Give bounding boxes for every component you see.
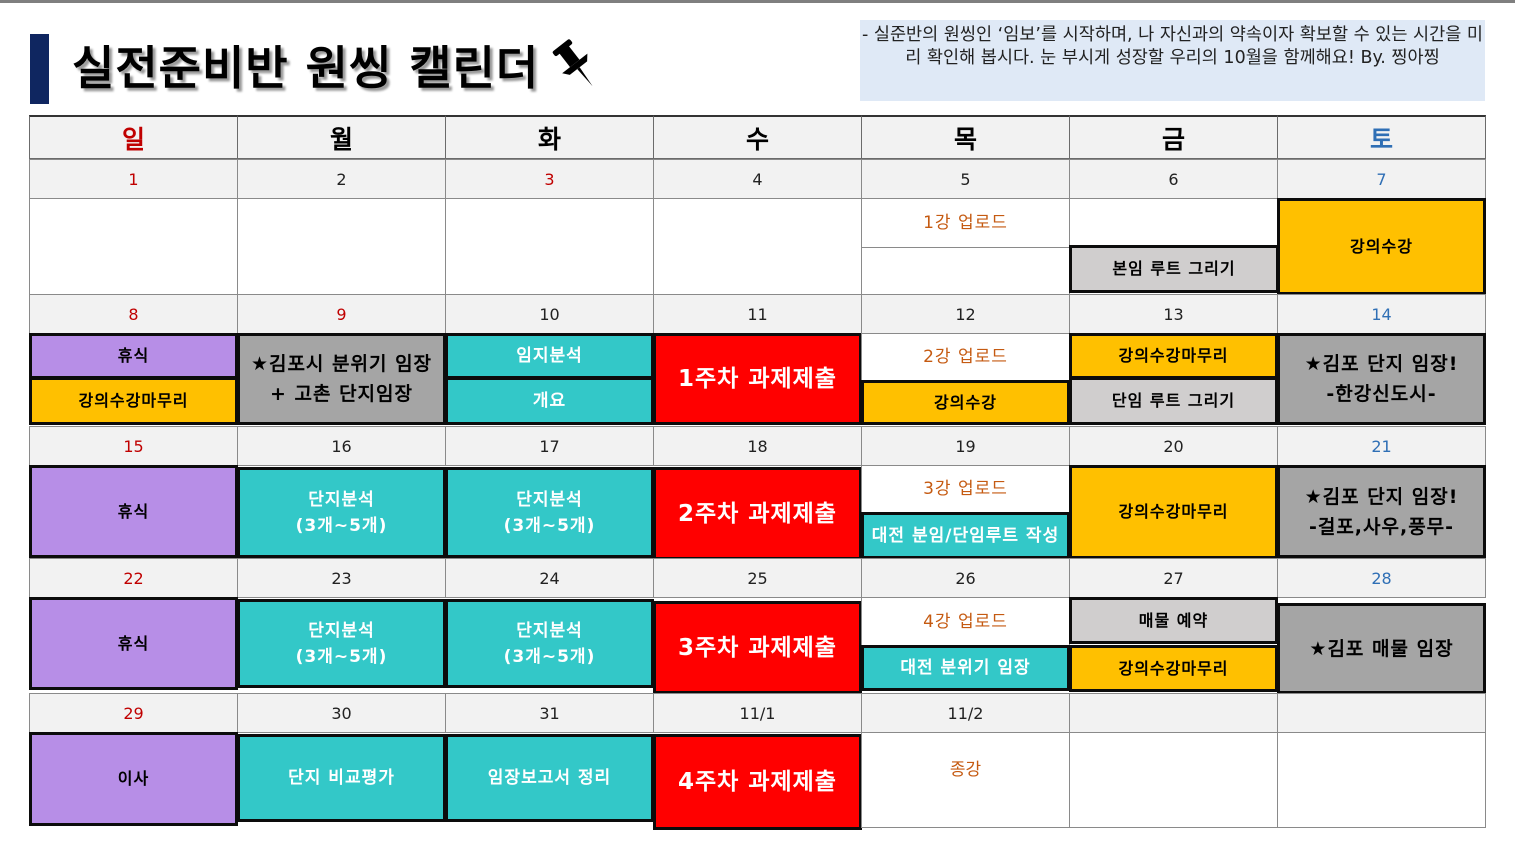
event-report: 임장보고서 정리 xyxy=(445,734,654,822)
weekday-thu: 목 xyxy=(861,115,1070,159)
weekday-fri: 금 xyxy=(1069,115,1278,159)
date-cell: 12 xyxy=(861,294,1070,334)
event-lecture-upload: 4강 업로드 xyxy=(861,597,1070,647)
weekday-tue: 화 xyxy=(445,115,654,159)
event-analysis: 단지분석 (3개~5개) xyxy=(445,467,654,558)
event-rest: 휴식 xyxy=(29,465,238,558)
date-cell: 4 xyxy=(653,159,862,199)
date-cell: 15 xyxy=(29,426,238,466)
date-cell: 7 xyxy=(1277,159,1486,199)
date-cell: 9 xyxy=(237,294,446,334)
event-assignment-deadline: 3주차 과제제출 xyxy=(653,601,862,694)
date-cell: 16 xyxy=(237,426,446,466)
date-cell: 24 xyxy=(445,558,654,598)
date-cell: 11 xyxy=(653,294,862,334)
weekday-sun: 일 xyxy=(29,115,238,159)
event-assignment-deadline: 2주차 과제제출 xyxy=(653,467,862,560)
date-cell: 6 xyxy=(1069,159,1278,199)
event-rest: 휴식 xyxy=(29,333,238,379)
day-cell-empty xyxy=(1069,732,1278,828)
date-cell: 23 xyxy=(237,558,446,598)
event-lecture: 강의수강 xyxy=(1277,198,1486,295)
weekday-sat: 토 xyxy=(1277,115,1486,159)
intro-note: - 실준반의 원씽인 ‘임보’를 시작하며, 나 자신과의 약속이자 확보할 수… xyxy=(860,20,1485,101)
event-neighborhood-visit: 대전 분위기 임장 xyxy=(861,645,1070,691)
date-cell: 13 xyxy=(1069,294,1278,334)
date-cell: 26 xyxy=(861,558,1070,598)
event-route-plan: 대전 분임/단임루트 작성 xyxy=(861,512,1070,559)
event-field-visit: ★김포 매물 임장 xyxy=(1277,603,1486,694)
date-cell: 11/2 xyxy=(861,693,1070,733)
day-cell-empty xyxy=(1277,732,1486,828)
event-lecture-wrapup: 강의수강마무리 xyxy=(1069,645,1278,692)
event-lecture-wrapup: 강의수강마무리 xyxy=(1069,333,1278,379)
event-lecture-wrapup: 강의수강마무리 xyxy=(1069,465,1278,559)
date-cell: 1 xyxy=(29,159,238,199)
event-rest: 휴식 xyxy=(29,597,238,690)
date-cell xyxy=(1277,693,1486,733)
date-cell: 31 xyxy=(445,693,654,733)
event-assignment-deadline: 4주차 과제제출 xyxy=(653,734,862,830)
event-route: 단임 루트 그리기 xyxy=(1069,377,1278,425)
event-lecture: 강의수강 xyxy=(861,380,1070,425)
title-accent-bar xyxy=(30,34,49,104)
weekday-mon: 월 xyxy=(237,115,446,159)
day-cell-empty xyxy=(237,198,446,295)
date-cell: 3 xyxy=(445,159,654,199)
date-cell: 29 xyxy=(29,693,238,733)
event-analysis: 임지분석 xyxy=(445,333,654,379)
day-cell-empty xyxy=(445,198,654,295)
date-cell: 10 xyxy=(445,294,654,334)
date-cell: 28 xyxy=(1277,558,1486,598)
event-field-visit: ★김포시 분위기 임장 + 고촌 단지임장 xyxy=(237,333,446,425)
event-field-visit: ★김포 단지 임장! -걸포,사우,풍무- xyxy=(1277,465,1486,558)
date-cell: 20 xyxy=(1069,426,1278,466)
event-lecture-upload: 1강 업로드 xyxy=(861,198,1070,248)
event-analysis: 단지분석 (3개~5개) xyxy=(237,467,446,558)
event-lecture-upload: 2강 업로드 xyxy=(861,333,1070,381)
date-cell: 19 xyxy=(861,426,1070,466)
day-cell-empty xyxy=(653,198,862,295)
event-moving: 이사 xyxy=(29,732,238,826)
event-analysis: 개요 xyxy=(445,377,654,425)
date-cell: 11/1 xyxy=(653,693,862,733)
event-lecture-wrapup: 강의수강마무리 xyxy=(29,377,238,425)
event-route: 본임 루트 그리기 xyxy=(1069,245,1279,293)
date-cell: 21 xyxy=(1277,426,1486,466)
event-course-end: 종강 xyxy=(861,732,1070,828)
date-cell: 8 xyxy=(29,294,238,334)
date-cell: 30 xyxy=(237,693,446,733)
top-border xyxy=(0,0,1515,3)
date-cell: 2 xyxy=(237,159,446,199)
event-field-visit: ★김포 단지 임장! -한강신도시- xyxy=(1277,333,1486,425)
day-cell-empty xyxy=(29,198,238,295)
event-assignment-deadline: 1주차 과제제출 xyxy=(653,333,862,425)
event-analysis: 단지분석 (3개~5개) xyxy=(445,599,654,688)
event-analysis: 단지분석 (3개~5개) xyxy=(237,599,446,688)
event-comparison: 단지 비교평가 xyxy=(237,734,446,822)
date-cell: 22 xyxy=(29,558,238,598)
date-cell: 5 xyxy=(861,159,1070,199)
date-cell: 18 xyxy=(653,426,862,466)
date-cell: 14 xyxy=(1277,294,1486,334)
date-cell: 25 xyxy=(653,558,862,598)
weekday-wed: 수 xyxy=(653,115,862,159)
date-cell: 27 xyxy=(1069,558,1278,598)
calendar-grid: 일 월 화 수 목 금 토 1 2 3 4 5 6 7 1강 업로드 본임 루트… xyxy=(29,115,1486,830)
event-lecture-upload: 3강 업로드 xyxy=(861,465,1070,513)
pushpin-icon xyxy=(545,36,607,98)
date-cell: 17 xyxy=(445,426,654,466)
date-cell xyxy=(1069,693,1278,733)
event-listing-booking: 매물 예약 xyxy=(1069,597,1278,644)
page-title: 실전준비반 원씽 캘린더 xyxy=(72,41,540,95)
